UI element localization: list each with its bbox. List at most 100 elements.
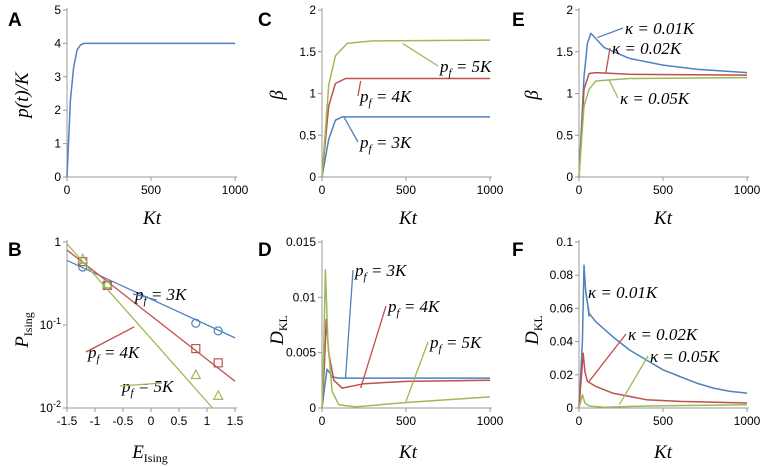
y-tick-label: 0 <box>54 170 61 184</box>
annotation-label: pf = 5K <box>121 377 175 399</box>
series-line <box>578 264 748 409</box>
y-tick-label: 10-2 <box>40 399 61 415</box>
annotation-label: pf = 5K <box>439 57 493 79</box>
series-line <box>578 32 748 178</box>
series-line <box>66 42 235 178</box>
annotation-label: pf = 3K <box>359 133 413 155</box>
annotation: pf = 3K <box>132 285 188 307</box>
y-axis-label: PIsing <box>12 312 35 349</box>
data-point <box>101 277 113 289</box>
x-tick-label: 1000 <box>477 414 504 428</box>
y-tick-label: 0.005 <box>286 346 316 360</box>
x-tick-label: 1000 <box>734 414 761 428</box>
series-1 <box>321 368 490 409</box>
series-line <box>578 393 748 409</box>
y-tick-label: 0.01 <box>293 290 317 304</box>
y-tick-label: 3 <box>54 70 61 84</box>
y-tick-label: 0.015 <box>286 235 316 249</box>
y-tick-label: 1.5 <box>299 45 316 59</box>
y-tick-label: 0.06 <box>550 301 574 315</box>
fit-line <box>66 243 214 409</box>
x-tick-label: 1000 <box>222 183 249 197</box>
x-tick-label: 0 <box>148 414 155 428</box>
y-tick-label: 0 <box>566 170 573 184</box>
data-point <box>213 358 223 368</box>
annotation-label: κ = 0.01K <box>625 19 696 38</box>
x-tick-label: 500 <box>653 183 673 197</box>
data-point <box>190 368 202 380</box>
x-tick-label: 1000 <box>734 183 761 197</box>
x-tick-label: -1 <box>90 414 101 428</box>
series-3 <box>578 393 748 409</box>
y-tick-label: 5 <box>54 3 61 17</box>
annotation-leader <box>402 42 439 67</box>
data-point <box>77 252 89 264</box>
y-tick-label: 0.5 <box>556 128 573 142</box>
x-axis-label: Kt <box>653 442 673 463</box>
annotation: pf = 4K <box>357 80 413 109</box>
x-axis-label: Kt <box>653 208 673 229</box>
x-tick-label: -1.5 <box>57 414 78 428</box>
panel-b: B 10-2 10-1 1 -1.5 -1 -0.5 0 0.5 1 1.5 PIsing EIsing… <box>8 235 244 465</box>
x-tick-label: 500 <box>141 183 161 197</box>
y-tick-label: 4 <box>54 36 61 50</box>
x-tick-label: 0 <box>576 183 583 197</box>
y-tick-label: 0.1 <box>556 235 573 249</box>
x-axis-label: EIsing <box>131 442 168 465</box>
x-tick-label: 0 <box>64 183 71 197</box>
x-axis-label: Kt <box>142 208 162 229</box>
x-tick-label: 0 <box>319 183 326 197</box>
annotation-leader <box>344 269 354 379</box>
annotation: pf = 5K <box>405 333 483 402</box>
x-tick-label: 0 <box>319 414 326 428</box>
annotation: κ = 0.02K <box>605 39 683 73</box>
series-1 <box>66 42 235 178</box>
panel-c: C 0 0.5 1 1.5 2 0 500 1000 β Kt pf = 5K pf = 4K pf = … <box>258 3 504 229</box>
series-line <box>321 368 490 409</box>
annotation: κ = 0.05K <box>608 79 691 108</box>
annotation-label: pf = 4K <box>87 343 141 365</box>
annotation-label: pf = 3K <box>134 285 188 307</box>
panel-label: D <box>258 240 272 261</box>
annotation-leader <box>357 80 362 97</box>
y-axis-label: p(t)/K <box>12 71 33 120</box>
series-2 <box>578 71 748 178</box>
y-axis-label: DKL <box>522 315 545 346</box>
y-tick-label: 0 <box>566 401 573 415</box>
x-tick-label: 500 <box>396 414 416 428</box>
data-point <box>191 318 201 328</box>
annotation-label: κ = 0.02K <box>612 39 683 58</box>
panel-d: D 0 0.005 0.01 0.015 0 500 1000 DKL Kt pf = 3K pf =… <box>258 235 504 463</box>
fit-line <box>66 249 236 382</box>
panel-label: E <box>512 10 525 31</box>
annotation-label: pf = 4K <box>359 87 413 109</box>
x-tick-label: -0.5 <box>113 414 134 428</box>
y-tick-label: 2 <box>566 3 573 17</box>
annotation: pf = 4K <box>360 297 441 389</box>
x-tick-label: 1.5 <box>227 414 244 428</box>
annotation-leader <box>597 27 624 39</box>
x-tick-label: 1 <box>204 414 211 428</box>
y-tick-label: 0.02 <box>550 368 574 382</box>
y-axis-label: β <box>267 90 288 101</box>
series-line <box>321 39 491 178</box>
annotation-leader <box>588 333 627 382</box>
data-point <box>191 343 201 354</box>
panel-a: A 0 1 2 3 4 5 0 500 1000 p(t)/K Kt <box>8 3 249 229</box>
annotation-label: pf = 5K <box>429 333 483 355</box>
annotation: pf = 5K <box>402 42 493 79</box>
series-1 <box>578 264 748 409</box>
y-tick-label: 1 <box>309 87 316 101</box>
y-axis-label: β <box>522 90 543 101</box>
y-tick-label: 0 <box>309 170 316 184</box>
y-tick-label: 0.04 <box>550 335 574 349</box>
panel-label: A <box>8 10 22 31</box>
series-2 <box>321 318 491 409</box>
series-1 <box>321 116 490 178</box>
annotation-leader <box>343 116 359 143</box>
series-line <box>321 318 491 409</box>
y-tick-label: 1 <box>54 235 61 249</box>
data-point <box>212 389 224 400</box>
y-axis-label: DKL <box>267 315 290 346</box>
